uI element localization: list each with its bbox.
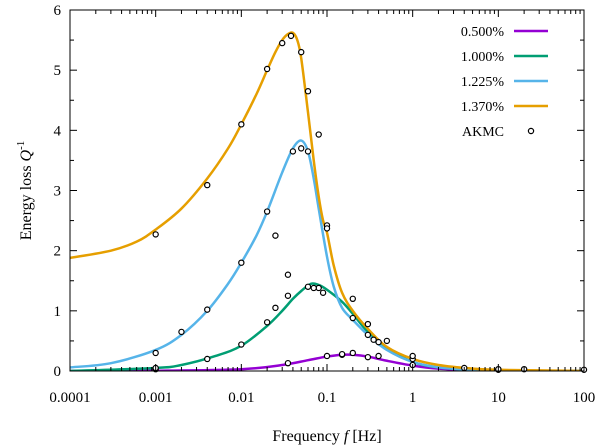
akmc-marker [263, 208, 271, 215]
akmc-marker [298, 48, 305, 56]
akmc-marker [287, 32, 295, 40]
plot-frame [69, 9, 585, 372]
x-tick-label: 1 [409, 390, 417, 406]
akmc-marker [178, 328, 185, 336]
axes: 0.0001 0.001 0.01 0.1 1 10 100 0 1 2 3 4 5 6 Frequency… [15, 3, 595, 445]
akmc-marker [204, 355, 211, 363]
akmc-marker [364, 320, 372, 328]
akmc-marker [284, 359, 292, 367]
akmc-marker [284, 271, 292, 278]
legend-label-1: 0.500% [461, 25, 505, 40]
akmc-marker [304, 283, 312, 290]
y-tick-label: 2 [54, 244, 62, 260]
series-line-4 [70, 31, 584, 371]
akmc-marker [315, 131, 322, 138]
akmc-marker [364, 331, 372, 339]
x-tick-label: 0.01 [228, 390, 254, 406]
plot-area [70, 31, 588, 373]
akmc-marker [263, 65, 271, 73]
akmc-marker [204, 181, 211, 189]
x-tick-label: 0.001 [139, 390, 173, 406]
akmc-marker [304, 88, 312, 95]
akmc-marker [298, 145, 305, 152]
akmc-marker [319, 289, 327, 296]
legend-label-2: 1.000% [461, 50, 505, 65]
akmc-marker [284, 292, 292, 299]
x-tick-label: 10 [491, 390, 506, 406]
legend-swatch-akmc [527, 127, 535, 135]
legend-label-akmc: AKMC [462, 125, 504, 140]
y-axis-label: Energy loss Q-1 [15, 141, 35, 241]
akmc-marker [409, 352, 416, 360]
akmc-marker [152, 349, 159, 357]
akmc-marker [238, 121, 245, 128]
akmc-marker [238, 341, 245, 348]
y-tick-label: 0 [54, 364, 62, 380]
akmc-marker [349, 314, 356, 322]
akmc-marker [364, 353, 372, 361]
akmc-marker [204, 306, 211, 313]
y-tick-label: 1 [54, 304, 62, 320]
akmc-marker [263, 319, 271, 326]
akmc-marker [272, 232, 279, 239]
akmc-marker [323, 352, 331, 360]
legend-label-3: 1.225% [461, 75, 505, 90]
y-tick-label: 5 [54, 63, 62, 79]
x-tick-label: 100 [573, 390, 596, 406]
akmc-marker [152, 231, 159, 238]
akmc-marker [279, 39, 286, 47]
x-tick-label: 0.0001 [49, 390, 90, 406]
x-axis-label: Frequency f [Hz] [272, 428, 381, 445]
akmc-marker [383, 337, 391, 345]
series-line-3 [70, 139, 584, 371]
y-tick-label: 6 [54, 3, 62, 19]
akmc-marker [238, 259, 245, 266]
akmc-marker [272, 304, 279, 312]
akmc-marker [338, 350, 346, 358]
legend-label-4: 1.370% [461, 100, 505, 115]
legend: 0.500% 1.000% 1.225% 1.370% AKMC [461, 25, 548, 140]
akmc-marker [349, 295, 356, 302]
akmc-marker [349, 349, 356, 357]
x-tick-label: 0.1 [318, 390, 337, 406]
akmc-marker [375, 352, 382, 360]
akmc-marker [323, 225, 331, 232]
akmc-marker [304, 148, 312, 155]
y-tick-label: 4 [54, 123, 62, 139]
akmc-marker [370, 336, 377, 343]
akmc-marker [310, 284, 317, 292]
akmc-marker [289, 148, 297, 155]
y-tick-label: 3 [54, 184, 62, 200]
akmc-marker [375, 338, 382, 346]
